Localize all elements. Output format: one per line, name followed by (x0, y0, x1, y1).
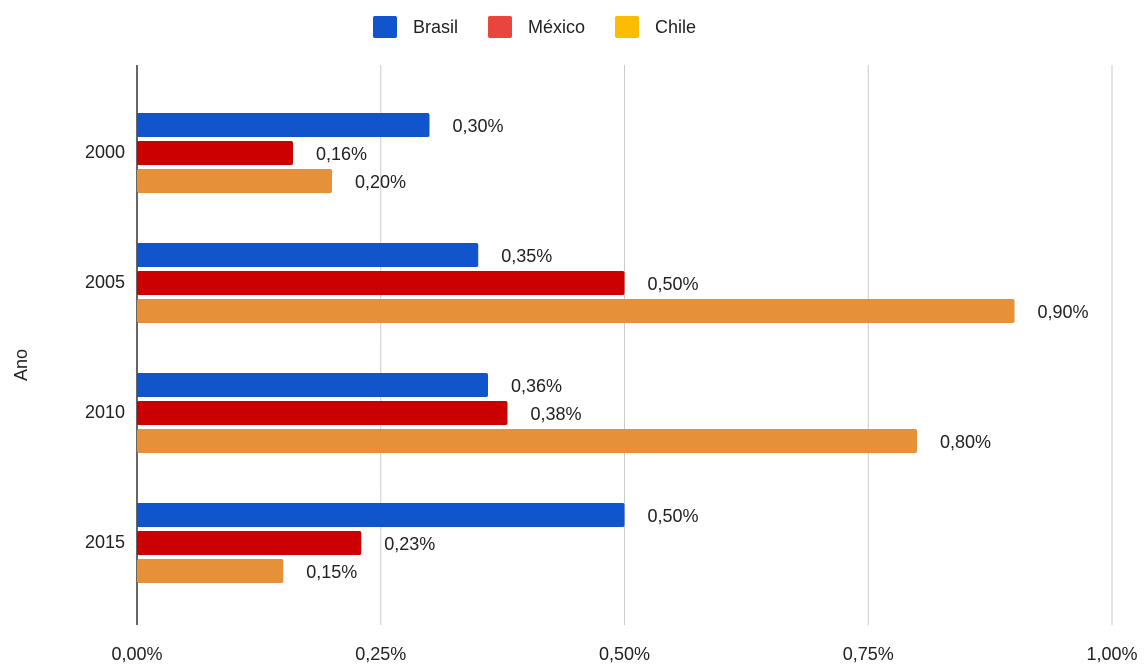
y-tick-label: 2010 (85, 402, 125, 422)
data-label: 0,36% (511, 376, 562, 396)
legend-swatch (615, 16, 640, 38)
bar (137, 373, 488, 397)
y-tick-label: 2005 (85, 272, 125, 292)
bar (137, 531, 362, 555)
data-label: 0,35% (501, 246, 552, 266)
data-label: 0,90% (1038, 302, 1089, 322)
legend-swatch (488, 16, 513, 38)
bar (137, 113, 430, 137)
bar (137, 299, 1015, 323)
bar (137, 429, 917, 453)
y-tick-label: 2015 (85, 532, 125, 552)
x-tick-label: 0,25% (355, 644, 406, 664)
bar (137, 169, 332, 193)
bar (137, 559, 284, 583)
data-label: 0,38% (531, 404, 582, 424)
legend-label: Brasil (413, 17, 458, 37)
x-tick-label: 0,50% (599, 644, 650, 664)
data-label: 0,80% (940, 432, 991, 452)
data-label: 0,16% (316, 144, 367, 164)
bar (137, 271, 625, 295)
data-label: 0,50% (648, 506, 699, 526)
y-axis-label: Ano (11, 349, 31, 381)
data-label: 0,20% (355, 172, 406, 192)
legend-swatch (373, 16, 397, 38)
data-label: 0,23% (384, 534, 435, 554)
legend-label: México (528, 17, 585, 37)
x-tick-label: 0,75% (843, 644, 894, 664)
y-tick-label: 2000 (85, 142, 125, 162)
x-tick-label: 0,00% (111, 644, 162, 664)
bar (137, 141, 293, 165)
x-tick-label: 1,00% (1086, 644, 1137, 664)
data-label: 0,30% (453, 116, 504, 136)
bar (137, 401, 508, 425)
data-label: 0,50% (648, 274, 699, 294)
bar (137, 243, 479, 267)
legend-label: Chile (655, 17, 696, 37)
data-label: 0,15% (306, 562, 357, 582)
bar (137, 503, 625, 527)
